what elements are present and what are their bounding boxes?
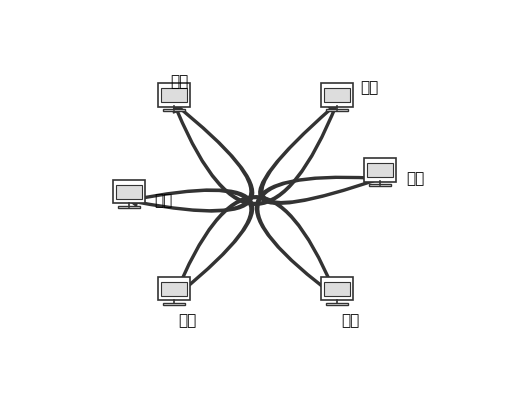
FancyArrowPatch shape xyxy=(256,174,380,298)
FancyArrowPatch shape xyxy=(173,196,337,298)
FancyBboxPatch shape xyxy=(364,158,397,182)
Text: 从站: 从站 xyxy=(170,74,189,89)
Bar xyxy=(326,109,347,111)
FancyBboxPatch shape xyxy=(320,83,353,107)
Text: 从站: 从站 xyxy=(178,313,196,328)
Text: 从站: 从站 xyxy=(406,171,424,186)
FancyBboxPatch shape xyxy=(113,180,145,203)
Bar xyxy=(164,109,185,111)
Text: 从站: 从站 xyxy=(341,313,359,328)
Bar xyxy=(118,206,140,209)
Bar xyxy=(369,184,391,186)
Bar xyxy=(324,88,350,102)
Bar xyxy=(161,88,187,102)
Bar xyxy=(161,282,187,296)
Bar xyxy=(367,163,393,177)
Bar xyxy=(326,303,347,305)
FancyBboxPatch shape xyxy=(158,83,191,107)
Text: 主站: 主站 xyxy=(155,193,173,208)
Bar xyxy=(164,303,185,305)
FancyBboxPatch shape xyxy=(320,277,353,300)
Bar xyxy=(324,282,350,296)
FancyArrowPatch shape xyxy=(259,103,380,204)
Text: 从站: 从站 xyxy=(361,80,379,95)
FancyBboxPatch shape xyxy=(158,277,191,300)
Bar xyxy=(116,185,142,199)
FancyArrowPatch shape xyxy=(174,103,338,205)
FancyArrowPatch shape xyxy=(129,103,253,212)
FancyArrowPatch shape xyxy=(129,189,253,298)
